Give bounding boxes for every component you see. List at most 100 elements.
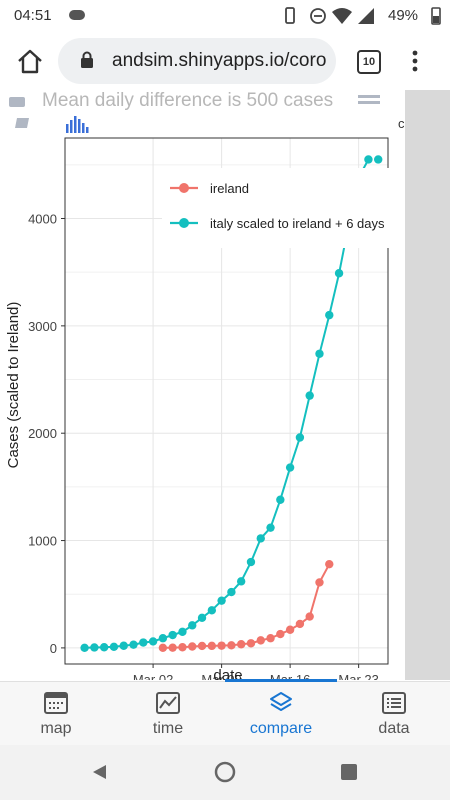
web-page: Mean daily difference is 500 cases c 0 10… [0, 90, 450, 680]
data-point [276, 629, 285, 639]
url-field[interactable]: andsim.shinyapps.io/coro [58, 38, 336, 84]
data-point [168, 643, 177, 652]
layers-icon [270, 692, 292, 711]
data-point [207, 606, 217, 615]
legend-marker-ireland [179, 183, 189, 193]
page-gutter [405, 90, 450, 680]
home-circle-icon[interactable] [214, 761, 236, 783]
y-tick-label: 1000 [28, 534, 57, 549]
data-point [178, 627, 187, 636]
data-point [207, 641, 217, 651]
back-icon[interactable] [90, 763, 108, 781]
data-point [188, 642, 197, 651]
data-point [148, 637, 158, 646]
x-tick-label: Mar 23 [338, 672, 378, 680]
data-point [266, 634, 275, 643]
data-point [197, 641, 207, 651]
camera-icon[interactable] [8, 94, 26, 108]
data-point [374, 155, 383, 164]
data-point [285, 463, 295, 472]
data-point [139, 638, 148, 647]
series-layer [80, 155, 383, 652]
more-menu-icon[interactable] [410, 48, 420, 74]
dnd-icon [310, 8, 326, 24]
nav-label-data: data [378, 720, 410, 737]
nav-item-map[interactable]: map [0, 682, 112, 746]
data-point [80, 643, 89, 652]
data-point [334, 269, 344, 278]
notification-icon [69, 10, 85, 20]
legend-box [162, 168, 402, 248]
data-point [178, 643, 187, 652]
data-point [236, 640, 246, 649]
data-point [129, 640, 138, 649]
line-chart-icon [156, 692, 180, 714]
data-point [256, 636, 265, 645]
hamburger-icon[interactable] [358, 94, 382, 106]
data-point [158, 634, 168, 643]
bottom-navigation: map time compare data [0, 681, 450, 746]
y-tick-label: 4000 [28, 212, 57, 227]
tab-switcher-button[interactable]: 10 [357, 50, 381, 74]
data-point [295, 433, 305, 442]
x-tick-label: Mar 09 [201, 672, 241, 680]
plot-border [64, 137, 389, 665]
home-icon[interactable] [16, 48, 44, 74]
faint-header-text: Mean daily difference is 500 cases [42, 90, 334, 111]
data-point [364, 155, 373, 164]
data-point [305, 612, 314, 621]
data-point [256, 534, 265, 543]
legend-label-italy: italy scaled to ireland + 6 days [210, 216, 385, 231]
nav-item-compare[interactable]: compare [225, 682, 337, 746]
url-text: andsim.shinyapps.io/coro [112, 50, 327, 71]
battery-percent: 49% [388, 7, 419, 24]
x-axis-label: date [213, 667, 242, 680]
nav-item-time[interactable]: time [112, 682, 224, 746]
data-point [325, 310, 334, 320]
y-tick-label: 0 [50, 641, 57, 656]
data-point [266, 523, 275, 532]
series-ireland [158, 559, 334, 652]
series-italy [80, 155, 383, 652]
system-navigation-bar [0, 745, 450, 800]
nav-label-compare: compare [249, 720, 313, 737]
data-point [325, 559, 334, 569]
data-point [246, 557, 256, 567]
active-tab-indicator [225, 679, 337, 682]
nav-label-map: map [40, 720, 72, 737]
legend-marker-italy [179, 218, 189, 228]
signal-icon [358, 8, 374, 24]
data-point [315, 578, 324, 587]
data-point [246, 639, 256, 648]
data-point [227, 587, 236, 597]
status-time: 04:51 [14, 7, 52, 24]
chart-legend: ireland italy scaled to ireland + 6 days [162, 168, 402, 248]
data-point [315, 349, 324, 358]
battery-icon [431, 7, 441, 25]
x-axis-ticks: Mar 02 Mar 09 Mar 16 Mar 23 [133, 664, 379, 680]
data-point [217, 596, 226, 605]
data-point [90, 643, 99, 652]
book-icon[interactable] [14, 116, 32, 130]
clipped-text: c [398, 116, 405, 131]
legend-label-ireland: ireland [210, 181, 249, 196]
data-point [285, 625, 295, 634]
x-tick-label: Mar 16 [270, 672, 310, 680]
y-tick-label: 3000 [28, 319, 57, 334]
vibrate-icon [285, 7, 295, 24]
data-point [99, 643, 109, 652]
data-point [276, 495, 285, 504]
status-bar: 04:51 49% [0, 0, 450, 32]
calendar-icon [44, 692, 68, 714]
lock-icon [81, 51, 93, 68]
data-point [158, 643, 168, 652]
list-icon [382, 692, 406, 714]
nav-item-data[interactable]: data [338, 682, 450, 746]
recents-icon[interactable] [340, 763, 358, 781]
data-point [305, 391, 314, 400]
data-point [119, 641, 128, 650]
histogram-icon[interactable] [64, 114, 96, 134]
data-point [197, 613, 207, 623]
data-point [227, 641, 236, 650]
